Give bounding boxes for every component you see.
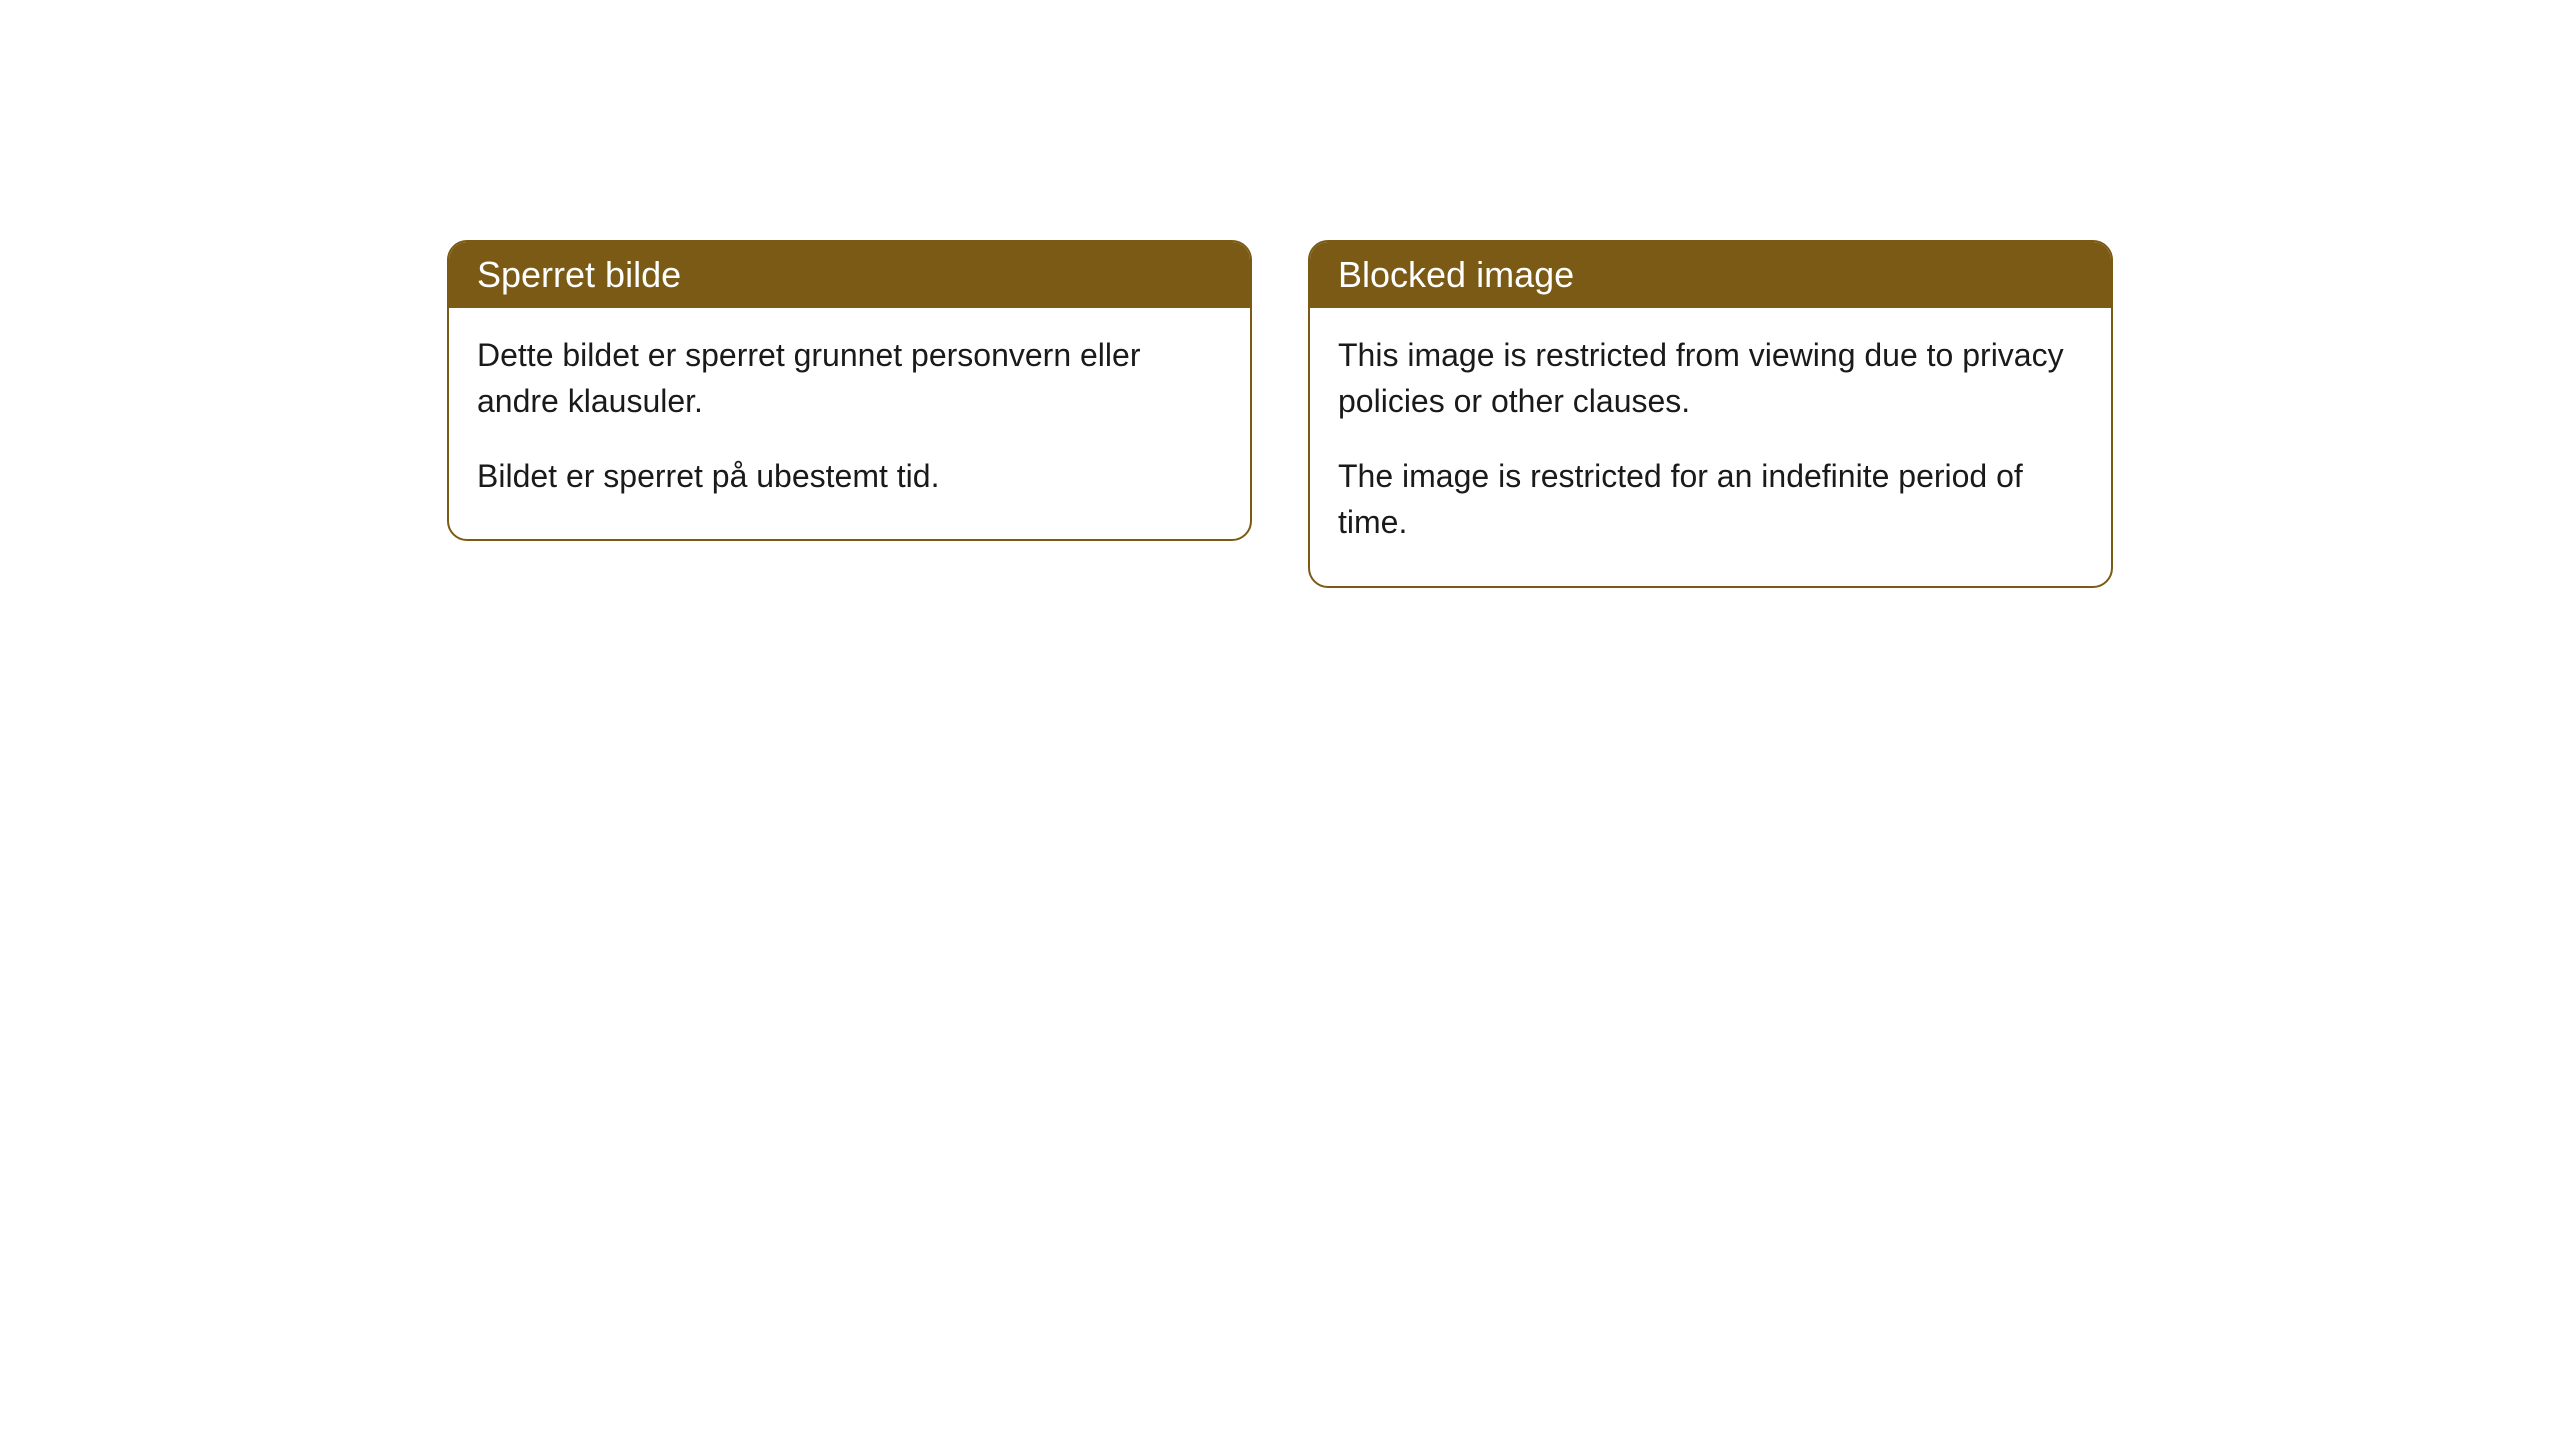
card-header: Blocked image: [1310, 242, 2111, 308]
card-paragraph: Dette bildet er sperret grunnet personve…: [477, 332, 1222, 425]
card-title: Sperret bilde: [477, 254, 681, 295]
card-body: This image is restricted from viewing du…: [1310, 308, 2111, 586]
card-body: Dette bildet er sperret grunnet personve…: [449, 308, 1250, 539]
card-header: Sperret bilde: [449, 242, 1250, 308]
card-paragraph: This image is restricted from viewing du…: [1338, 332, 2083, 425]
blocked-image-card-norwegian: Sperret bilde Dette bildet er sperret gr…: [447, 240, 1252, 541]
card-title: Blocked image: [1338, 254, 1574, 295]
card-paragraph: The image is restricted for an indefinit…: [1338, 453, 2083, 546]
blocked-image-card-english: Blocked image This image is restricted f…: [1308, 240, 2113, 588]
card-paragraph: Bildet er sperret på ubestemt tid.: [477, 453, 1222, 499]
